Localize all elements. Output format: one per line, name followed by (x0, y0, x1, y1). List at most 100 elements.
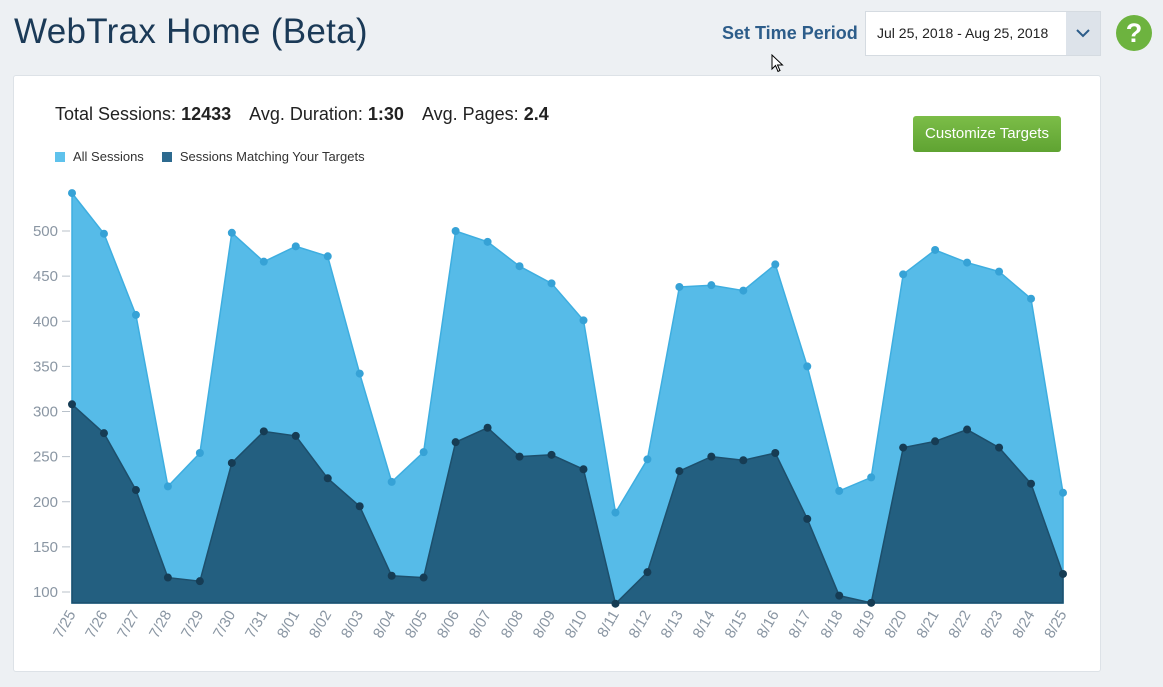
y-tick-label: 400 (33, 313, 58, 330)
point-all-7/28 (163, 482, 172, 491)
x-tick-label: 7/28 (146, 608, 175, 642)
point-targets-8/10 (579, 465, 588, 474)
point-all-7/27 (131, 310, 140, 319)
x-tick-label: 8/07 (466, 608, 495, 642)
point-targets-8/13 (675, 467, 684, 476)
x-tick-label: 8/22 (945, 608, 974, 642)
x-tick-label: 8/13 (658, 608, 687, 642)
avg-duration-label: Avg. Duration: (249, 104, 363, 124)
x-tick-label: 8/06 (434, 608, 463, 642)
point-all-8/07 (483, 237, 492, 246)
chevron-down-icon[interactable] (1066, 12, 1100, 55)
y-tick-label: 350 (33, 358, 58, 375)
point-all-8/17 (803, 362, 812, 371)
x-tick-label: 7/27 (114, 608, 143, 642)
x-tick-label: 8/12 (626, 608, 655, 642)
x-tick-label: 8/21 (913, 608, 942, 642)
point-all-8/08 (515, 262, 524, 271)
point-all-7/31 (259, 257, 268, 266)
point-targets-8/05 (419, 573, 428, 582)
x-tick-label: 8/25 (1041, 608, 1070, 642)
point-all-8/14 (707, 281, 716, 290)
x-tick-label: 7/26 (82, 608, 111, 642)
point-all-8/23 (995, 267, 1004, 276)
point-targets-8/06 (451, 438, 460, 447)
point-targets-8/12 (643, 568, 652, 577)
point-all-7/25 (68, 189, 76, 198)
point-targets-8/07 (483, 423, 492, 432)
point-all-8/18 (835, 486, 844, 495)
point-targets-8/09 (547, 450, 556, 459)
x-tick-label: 8/16 (753, 608, 782, 642)
point-all-8/09 (547, 279, 556, 288)
point-targets-8/20 (899, 443, 908, 452)
point-targets-8/14 (707, 452, 716, 461)
y-tick-label: 150 (33, 539, 58, 556)
point-all-7/29 (195, 449, 204, 458)
point-targets-8/19 (867, 598, 876, 607)
point-all-8/04 (387, 477, 396, 486)
point-targets-8/18 (835, 591, 844, 600)
point-targets-8/24 (1027, 479, 1036, 488)
point-targets-8/16 (771, 449, 780, 458)
y-tick-label: 200 (33, 494, 58, 511)
point-all-8/01 (291, 242, 300, 251)
point-all-7/30 (227, 228, 236, 237)
total-sessions-label: Total Sessions: (55, 104, 177, 124)
mouse-cursor-icon (771, 53, 785, 78)
date-range-select[interactable]: Jul 25, 2018 - Aug 25, 2018 (865, 11, 1101, 56)
point-all-8/20 (899, 270, 908, 279)
help-icon[interactable]: ? (1116, 15, 1152, 51)
point-all-8/21 (931, 245, 940, 254)
point-all-7/26 (99, 229, 108, 238)
x-tick-label: 8/05 (402, 608, 431, 642)
legend-label-targets[interactable]: Sessions Matching Your Targets (179, 149, 365, 164)
customize-targets-button[interactable]: Customize Targets (913, 116, 1061, 152)
point-all-8/05 (419, 448, 428, 457)
total-sessions-value: 12433 (181, 104, 232, 124)
x-tick-label: 7/25 (50, 608, 79, 642)
point-targets-8/02 (323, 474, 332, 483)
x-tick-label: 7/31 (242, 608, 271, 642)
x-tick-label: 8/08 (498, 608, 527, 642)
point-targets-8/21 (931, 437, 940, 446)
x-tick-label: 8/09 (530, 608, 559, 642)
x-tick-label: 8/10 (562, 608, 591, 642)
y-tick-label: 100 (33, 584, 58, 601)
x-tick-label: 8/11 (594, 608, 623, 641)
x-tick-label: 8/02 (306, 608, 335, 642)
point-all-8/02 (323, 252, 332, 261)
legend-label-all[interactable]: All Sessions (73, 149, 144, 164)
point-all-8/19 (867, 473, 876, 482)
x-tick-label: 8/23 (977, 607, 1006, 641)
point-all-8/10 (579, 316, 588, 325)
legend-swatch-all (55, 151, 65, 162)
x-tick-label: 8/18 (817, 608, 846, 642)
x-tick-label: 7/30 (210, 608, 239, 642)
point-targets-8/08 (515, 452, 524, 461)
x-tick-label: 8/14 (689, 608, 718, 642)
point-targets-8/15 (739, 456, 748, 465)
session-stats: Total Sessions: 12433 Avg. Duration: 1:3… (55, 104, 563, 125)
y-tick-label: 500 (33, 223, 58, 240)
avg-pages-value: 2.4 (523, 104, 549, 124)
x-tick-label: 8/15 (721, 608, 750, 642)
point-all-8/06 (451, 227, 460, 235)
point-targets-8/01 (291, 431, 300, 440)
point-all-8/22 (963, 258, 972, 267)
point-targets-8/22 (963, 425, 972, 434)
point-all-8/24 (1027, 294, 1036, 303)
point-targets-7/31 (259, 427, 268, 436)
x-tick-label: 8/03 (338, 608, 367, 642)
point-targets-7/25 (68, 400, 76, 409)
x-tick-label: 8/20 (881, 608, 910, 642)
point-all-8/16 (771, 260, 780, 269)
point-targets-7/29 (195, 577, 204, 586)
chart-legend: All Sessions Sessions Matching Your Targ… (55, 149, 365, 164)
x-tick-label: 8/19 (849, 608, 878, 642)
y-tick-label: 250 (33, 449, 58, 466)
point-all-8/13 (675, 282, 684, 291)
legend-swatch-targets (161, 151, 172, 162)
x-tick-label: 8/01 (274, 608, 303, 642)
